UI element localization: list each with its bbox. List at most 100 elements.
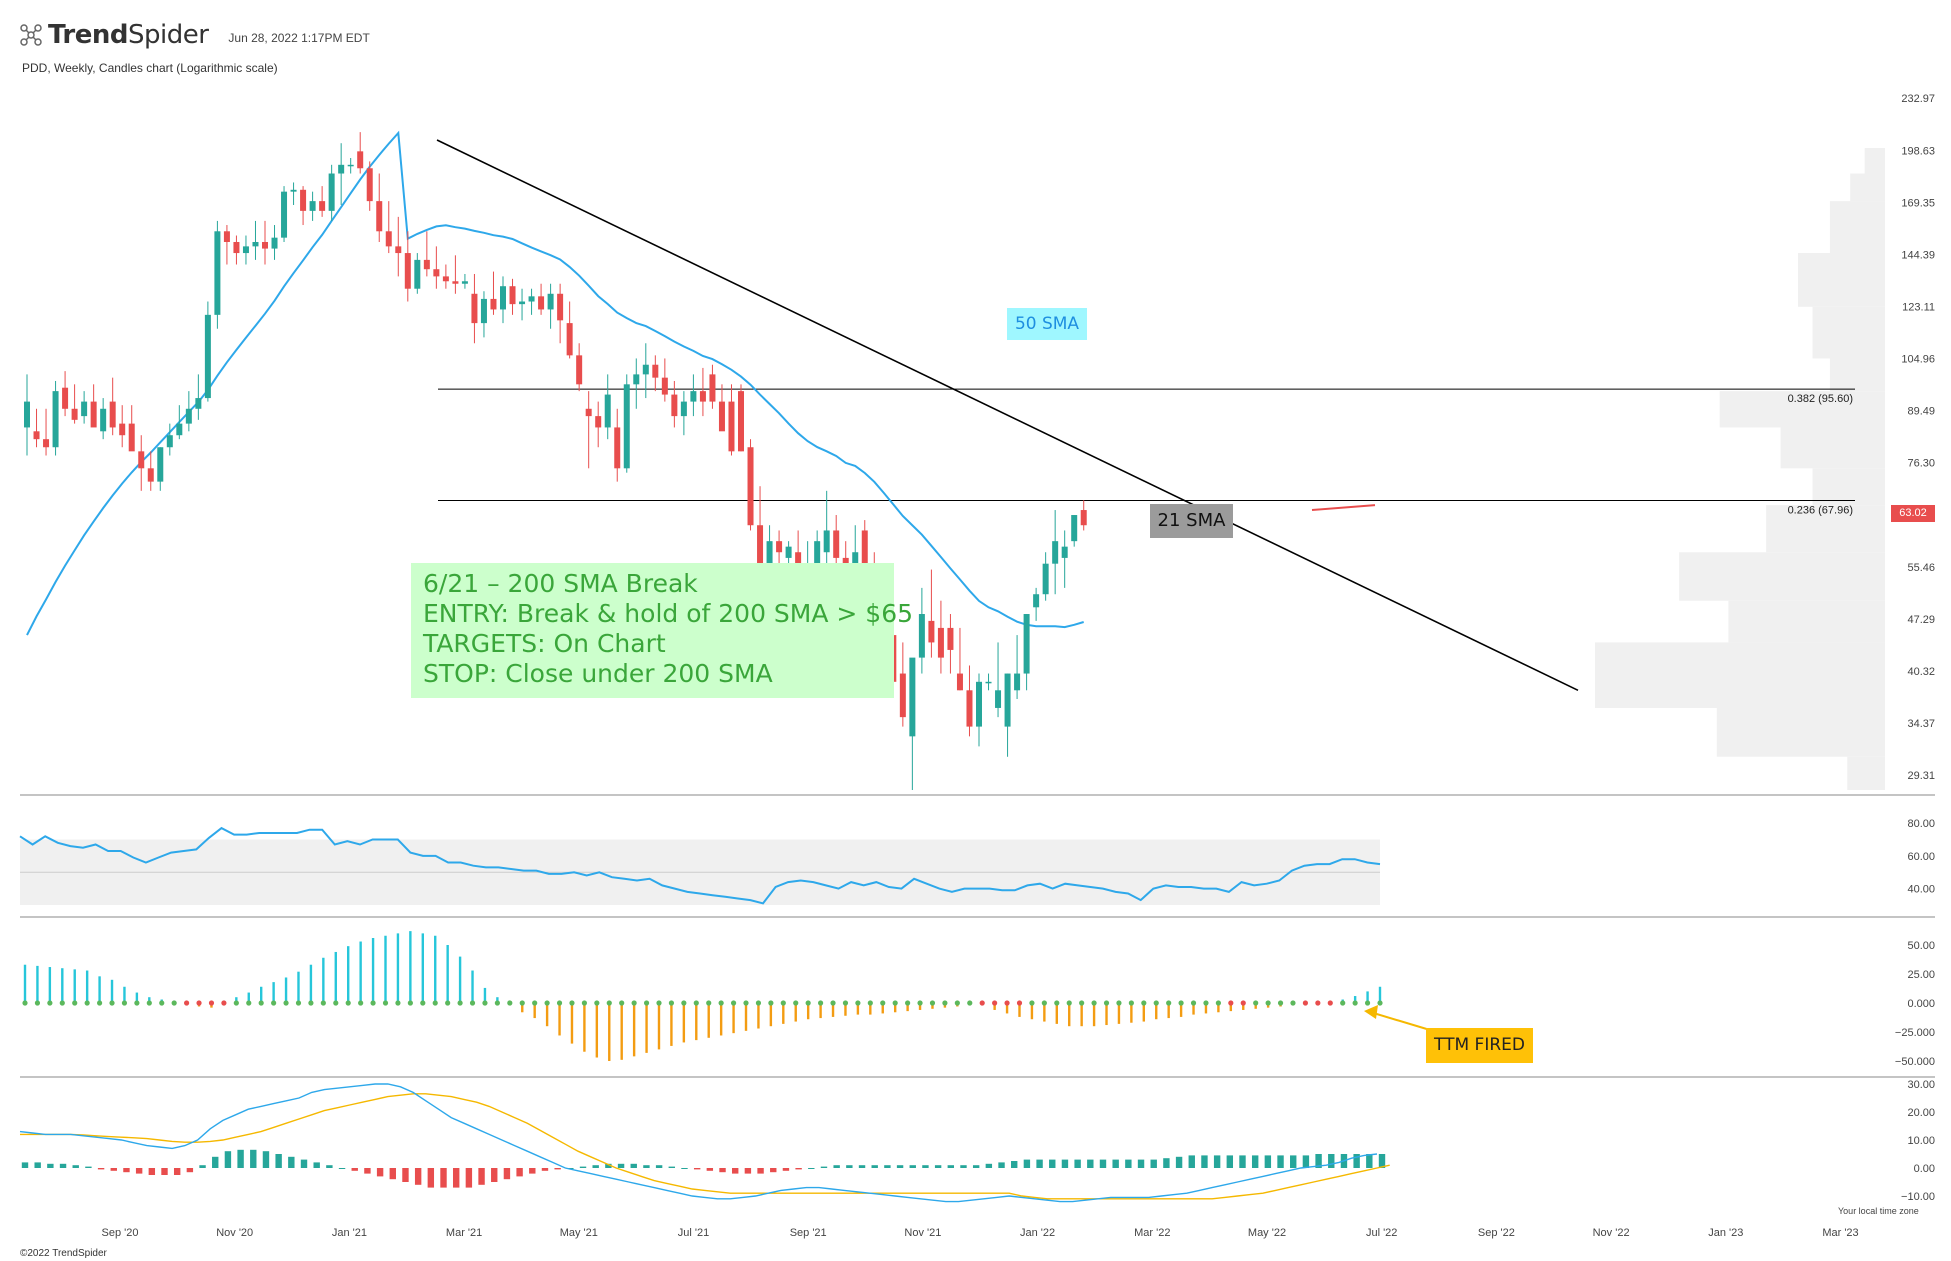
macd-histogram-bar <box>427 1168 435 1188</box>
fib-label: 0.382 (95.60) <box>1788 393 1853 405</box>
ttm-squeeze-dot <box>308 1000 314 1006</box>
ttm-squeeze-dot <box>1190 1000 1197 1006</box>
candle-body <box>1014 673 1021 691</box>
ttm-squeeze-dot <box>1253 1000 1259 1006</box>
trade-plan-note: 6/21 – 200 SMA Break ENTRY: Break & hold… <box>411 563 913 698</box>
copyright: ©2022 TrendSpider <box>20 1248 107 1259</box>
macd-histogram-bar <box>858 1165 866 1168</box>
price-tick-label: 232.97 <box>1901 93 1935 105</box>
ttm-squeeze-dot <box>233 1000 239 1006</box>
macd-histogram-bar <box>47 1163 54 1168</box>
ttm-squeeze-dot <box>432 1000 438 1006</box>
macd-histogram-bar <box>212 1156 219 1168</box>
ttm-squeeze-dot <box>519 1000 525 1006</box>
macd-histogram-bar <box>85 1166 92 1168</box>
ttm-squeeze-dot <box>892 1000 898 1006</box>
macd-histogram-bar <box>1061 1159 1069 1168</box>
fibonacci-levels: 0.382 (95.60) 0.236 (67.96) <box>438 388 1855 516</box>
candle-body <box>1052 541 1059 564</box>
ttm-squeeze-dot <box>1302 1000 1309 1006</box>
candle-body <box>52 391 59 448</box>
candle-body <box>976 681 982 727</box>
candle-body <box>109 401 116 428</box>
ttm-squeeze-dot <box>1290 1000 1296 1006</box>
candle-body <box>233 241 240 254</box>
candle-body <box>176 423 183 436</box>
ttm-squeeze-dot <box>855 1000 861 1006</box>
macd-histogram-bar <box>947 1165 955 1168</box>
ttm-squeeze-dot <box>1141 1000 1147 1006</box>
macd-line <box>19 1083 1378 1203</box>
ttm-squeeze-dot <box>1116 1000 1122 1006</box>
candle-body <box>747 447 754 526</box>
ttm-squeeze-dot <box>196 1000 202 1006</box>
macd-histogram-bar <box>21 1162 29 1168</box>
volume-profile-bar <box>1679 552 1885 601</box>
candle-body <box>918 614 925 658</box>
ttm-squeeze-dot <box>656 1000 662 1006</box>
candle-body <box>718 401 725 432</box>
candle-body <box>128 423 135 452</box>
ttm-squeeze-dot <box>370 1000 376 1006</box>
x-tick-label: Sep '21 <box>790 1227 827 1239</box>
ttm-squeeze-dot <box>631 1000 637 1006</box>
candle-body <box>414 259 421 289</box>
macd-histogram-bar <box>1264 1155 1272 1168</box>
ttm-squeeze-dot <box>805 1000 811 1006</box>
candle-body <box>909 657 916 737</box>
candle-body <box>214 231 221 315</box>
ttm-squeeze-dot <box>345 1000 351 1006</box>
ttm-squeeze-dot <box>84 1000 90 1006</box>
ttm-squeeze-dot <box>643 1000 650 1006</box>
ttm-squeeze-dot <box>606 1000 612 1006</box>
ttm-squeeze-dot <box>730 1000 737 1006</box>
ttm-squeeze-dot <box>184 1000 190 1006</box>
candle-body <box>24 401 30 428</box>
candle-body <box>195 398 202 409</box>
candle-body <box>642 364 649 375</box>
macd-histogram-bar <box>1175 1156 1183 1168</box>
volume-profile-bar <box>1716 707 1885 757</box>
candle-body <box>1042 563 1049 595</box>
macd-histogram-bar <box>161 1168 168 1175</box>
macd-histogram-bar <box>1251 1155 1259 1168</box>
macd-histogram-bar <box>478 1168 485 1185</box>
macd-histogram-bar <box>1328 1154 1335 1168</box>
candle-body <box>290 189 297 192</box>
macd-histogram-bar <box>351 1168 358 1171</box>
candle-body <box>157 447 164 482</box>
macd-tick-label: −10.00 <box>1901 1191 1935 1203</box>
candle-body <box>1071 515 1078 542</box>
volume-profile-bar <box>1847 756 1885 790</box>
ttm-squeeze-dot <box>532 1000 538 1006</box>
x-tick-label: Jul '22 <box>1366 1227 1397 1239</box>
macd-histogram-bar <box>414 1168 422 1185</box>
fib-label: 0.236 (67.96) <box>1788 504 1853 516</box>
resistance-red-line <box>1311 504 1376 512</box>
price-tick-label: 34.37 <box>1907 718 1935 730</box>
candle-body <box>680 401 687 417</box>
candle-body <box>547 293 554 310</box>
candle-body <box>252 241 259 247</box>
ttm-squeeze-dot <box>556 1000 563 1006</box>
macd-histogram-bar <box>1125 1159 1132 1168</box>
candle-body <box>538 296 545 310</box>
macd-panel <box>19 1083 1390 1203</box>
macd-histogram-bar <box>186 1168 194 1173</box>
candle-body <box>500 286 506 310</box>
rsi-tick-label: 60.00 <box>1907 851 1935 863</box>
macd-histogram-bar <box>1049 1159 1056 1168</box>
ttm-squeeze-dot <box>320 1000 326 1006</box>
candle-body <box>90 401 97 428</box>
ttm-squeeze-dot <box>917 1000 923 1006</box>
candle-body <box>1033 594 1040 608</box>
macd-histogram-bar <box>123 1168 130 1173</box>
candle-body <box>242 246 249 254</box>
price-tick-label: 104.96 <box>1901 354 1935 366</box>
macd-histogram-bar <box>1023 1159 1031 1168</box>
ttm-squeeze-dot <box>72 1000 78 1006</box>
ttm-squeeze-dot <box>22 1000 28 1006</box>
macd-histogram-bar <box>465 1168 473 1188</box>
candle-body <box>690 391 697 402</box>
